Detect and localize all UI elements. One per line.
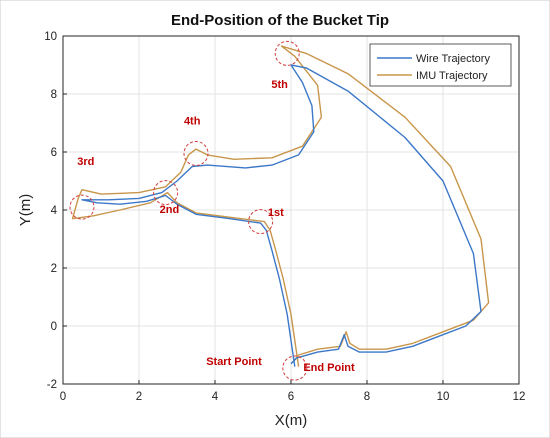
y-tick-label: 8	[51, 89, 57, 101]
legend-label-imu: IMU Trajectory	[416, 70, 488, 82]
x-tick-label: 0	[60, 391, 66, 403]
x-tick-label: 2	[136, 391, 142, 403]
annotation-circle	[248, 209, 274, 235]
y-tick-label: 6	[51, 147, 57, 159]
annotation-label: 1st	[268, 207, 284, 219]
x-tick-label: 10	[437, 391, 450, 403]
y-axis-label: Y(m)	[17, 194, 34, 227]
annotation-label: 4th	[184, 115, 201, 127]
annotation-circle	[153, 180, 179, 206]
chart-title: End-Position of the Bucket Tip	[171, 12, 389, 29]
series-line-wire-trajectory	[81, 64, 482, 367]
legend-label-wire: Wire Trajectory	[416, 53, 490, 65]
y-tick-label: 4	[51, 205, 58, 217]
annotation-circle	[274, 40, 300, 66]
x-tick-label: 12	[513, 391, 526, 403]
series-layer	[71, 45, 490, 367]
annotation-label: 3rd	[77, 156, 94, 168]
annotation-circle	[69, 194, 95, 220]
annotation-circle	[183, 140, 209, 166]
annotation-label: End Point	[303, 362, 355, 374]
y-tick-label: 0	[51, 321, 57, 333]
x-axis-label: X(m)	[275, 412, 308, 429]
x-tick-label: 6	[288, 391, 294, 403]
y-tick-label: 2	[51, 263, 57, 275]
x-tick-label: 8	[364, 391, 370, 403]
annotation-label: 5th	[271, 79, 288, 91]
y-tick-label: -2	[47, 379, 57, 391]
legend-box	[369, 43, 512, 87]
annotation-circle	[282, 355, 308, 381]
legend: Wire Trajectory IMU Trajectory	[369, 43, 512, 87]
annotation-label: 2nd	[160, 204, 180, 216]
x-tick-label: 4	[212, 391, 219, 403]
annotations: 1st 2nd 3rd 4th 5th Start Point End Point	[69, 40, 355, 381]
annotation-label: Start Point	[206, 356, 262, 368]
series-line-imu-trajectory	[71, 45, 490, 367]
y-tick-label: 10	[44, 31, 57, 43]
